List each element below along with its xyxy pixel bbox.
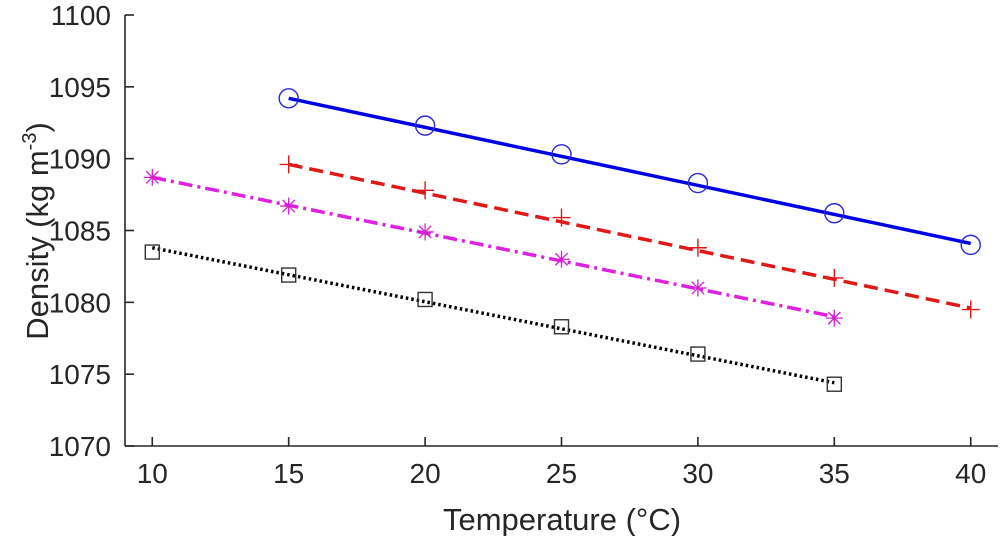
x-ticks: 10 15 20 25 30 35 40 [137,437,986,489]
y-tick-label: 1085 [49,216,111,247]
y-tick-label: 1070 [49,431,111,462]
series-black-square-point [144,244,160,260]
series-red-plus-point [552,208,571,227]
series-blue-circle-point [551,144,572,165]
y-axis-label-close: ) [20,122,55,133]
series-blue-circle-point [414,115,436,136]
y-axis-label: Density (kg m-3) [19,122,56,340]
series-red-plus-point [279,155,298,174]
series-red-plus-point [416,181,435,200]
series-red-plus-point [961,300,980,319]
series-black-square-point [690,346,706,362]
y-tick-label: 1090 [49,144,111,175]
series-magenta-star-point [689,279,707,297]
star-marker-d2 [827,311,841,325]
star-marker-d2 [418,225,432,239]
y-tick-label: 1075 [49,359,111,390]
series-black-square-point [826,376,843,392]
series-black-square-point [417,291,433,308]
series-blue-circle-point [824,203,845,224]
data-markers [143,88,981,392]
x-axis-label: Temperature (°C) [443,502,681,536]
series-red-plus-point [825,268,844,287]
series-magenta-star-point [553,250,570,268]
series-red-plus-point [688,238,707,257]
series-magenta-star-point [280,197,298,215]
series-blue-circle-point [687,172,709,194]
y-tick-label: 1095 [49,72,111,103]
series-blue-circle-point [960,234,981,256]
x-tick-label: 15 [273,458,304,489]
series-black-square-fit-line [151,246,835,385]
y-ticks: 1070 1075 1080 1085 1090 1095 1100 [49,0,134,462]
x-tick-label: 35 [819,458,850,489]
y-tick-label: 1100 [51,0,111,31]
plot-area [124,15,998,447]
fit-lines [151,96,972,385]
x-tick-label: 10 [137,458,168,489]
series-magenta-star-point [825,309,843,327]
series-blue-circle-fit-line [288,96,972,246]
series-magenta-star-fit-line [151,175,835,319]
series-red-plus-fit-line [288,162,972,310]
x-tick-label: 25 [546,458,577,489]
x-tick-label: 40 [955,458,986,489]
series-black-square-point [280,267,297,283]
series-magenta-star-point [416,223,434,241]
y-axis-label-exponent: -3 [19,132,41,151]
star-marker-d2 [691,281,705,295]
x-tick-label: 20 [410,458,441,489]
series-black-square-point [553,319,570,335]
star-marker-d2 [282,199,296,213]
series-magenta-star-point [143,168,161,186]
x-tick-label: 30 [682,458,713,489]
y-axis-label-main: Density (kg m [20,150,55,340]
series-blue-circle-point [278,88,299,109]
star-marker-d2 [554,252,569,266]
star-marker-d2 [145,170,159,184]
y-tick-label: 1080 [49,287,111,318]
